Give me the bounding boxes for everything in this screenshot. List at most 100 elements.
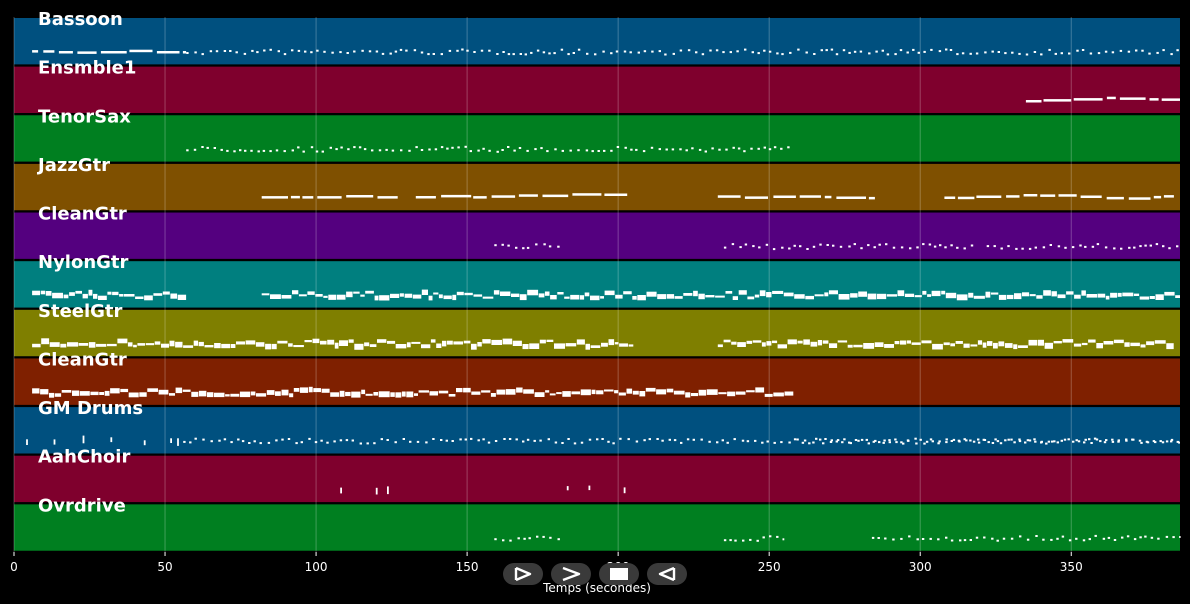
note-mark <box>839 245 843 248</box>
note-mark <box>399 48 403 51</box>
note-mark <box>754 294 760 298</box>
note-mark <box>175 387 183 394</box>
note-mark <box>1056 537 1059 540</box>
note-mark <box>58 51 73 54</box>
note-mark <box>830 48 834 51</box>
note-mark <box>517 537 520 540</box>
note-mark <box>733 438 736 441</box>
note-mark <box>793 244 796 247</box>
forward-button[interactable] <box>551 563 591 585</box>
note-mark <box>257 150 260 153</box>
note-mark <box>500 291 511 296</box>
note-mark <box>554 343 565 349</box>
note-mark <box>413 49 417 52</box>
note-mark <box>346 195 374 198</box>
note-segment <box>871 534 1181 542</box>
note-mark <box>1064 246 1067 249</box>
note-mark <box>757 147 760 150</box>
note-mark <box>698 148 702 151</box>
note-mark <box>892 538 895 541</box>
note-mark <box>1045 442 1048 445</box>
note-segment <box>494 535 560 542</box>
track-label: TenorSax <box>38 106 131 127</box>
note-mark <box>1139 245 1142 248</box>
note-mark <box>596 438 599 441</box>
note-mark <box>996 440 1000 443</box>
note-mark <box>744 243 748 246</box>
note-mark <box>780 147 783 150</box>
note-mark <box>1061 535 1065 538</box>
note-mark <box>863 343 875 349</box>
note-mark <box>441 194 472 198</box>
note-mark <box>321 388 330 393</box>
note-mark <box>738 290 747 295</box>
note-mark <box>292 290 299 295</box>
note-mark <box>803 439 807 442</box>
note-mark <box>977 438 980 441</box>
note-mark <box>909 247 912 250</box>
note-mark <box>572 52 575 54</box>
note-mark <box>1073 343 1082 347</box>
note-mark <box>772 340 778 344</box>
note-mark <box>519 53 522 55</box>
note-mark <box>1033 438 1036 441</box>
note-mark <box>353 146 356 149</box>
note-mark <box>542 194 569 198</box>
note-mark <box>206 146 209 149</box>
note-mark <box>1081 290 1086 296</box>
note-mark <box>432 438 435 440</box>
stop-button[interactable] <box>599 563 639 585</box>
note-mark <box>297 49 301 52</box>
note-mark <box>446 147 449 150</box>
note-mark <box>1125 439 1128 442</box>
note-mark <box>79 391 90 396</box>
note-mark <box>561 149 564 152</box>
note-mark <box>193 148 197 151</box>
note-mark <box>186 149 189 152</box>
note-mark <box>735 391 746 395</box>
note-mark <box>548 245 552 248</box>
note-mark <box>602 50 605 53</box>
note-mark <box>128 392 139 398</box>
note-mark <box>1156 51 1159 54</box>
note-mark <box>757 52 760 55</box>
note-mark <box>919 438 922 441</box>
back-button[interactable] <box>647 563 687 585</box>
note-mark <box>427 53 430 56</box>
note-mark <box>369 344 377 347</box>
note-mark <box>1163 195 1174 198</box>
note-mark <box>267 441 271 444</box>
note-mark <box>666 294 675 299</box>
note-mark <box>112 291 119 296</box>
note-mark <box>894 53 897 56</box>
note-mark <box>835 53 839 56</box>
note-mark <box>585 343 590 350</box>
note-mark <box>210 440 213 443</box>
note-mark <box>975 536 979 539</box>
note-mark <box>829 343 838 348</box>
note-mark <box>564 296 570 299</box>
tracks-layer <box>14 18 1180 553</box>
note-mark <box>1043 99 1072 102</box>
note-segment <box>1025 96 1180 103</box>
note-mark <box>773 441 776 444</box>
note-mark <box>556 392 562 395</box>
note-mark <box>290 195 300 199</box>
note-mark <box>440 146 444 149</box>
note-mark <box>1091 245 1095 248</box>
note-mark <box>871 536 875 539</box>
play-button[interactable] <box>503 563 543 585</box>
note-mark <box>692 438 695 441</box>
note-mark <box>1088 438 1091 441</box>
note-mark <box>977 340 983 345</box>
note-mark <box>373 442 376 445</box>
note-mark <box>162 291 170 295</box>
note-mark <box>1139 536 1142 539</box>
note-mark <box>123 294 135 297</box>
note-mark <box>1013 344 1018 350</box>
note-mark <box>1040 194 1056 197</box>
note-mark <box>346 291 353 298</box>
note-mark <box>668 438 671 441</box>
note-mark <box>275 391 281 396</box>
note-mark <box>904 293 915 297</box>
